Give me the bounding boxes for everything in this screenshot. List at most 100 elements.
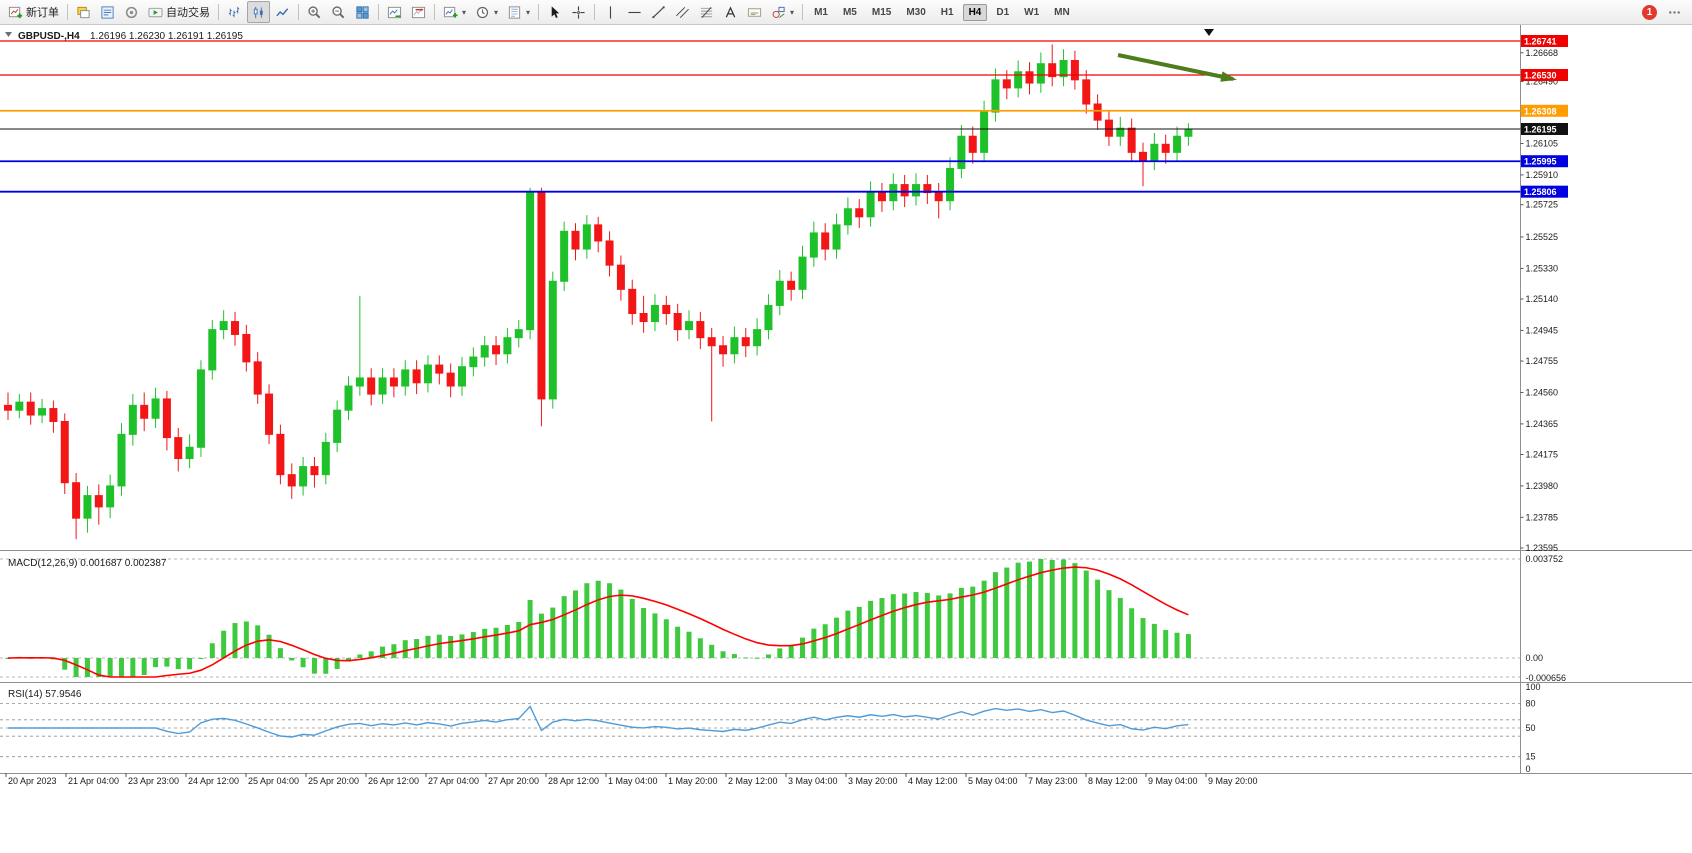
bar-chart-icon bbox=[227, 5, 242, 20]
timeframe-m5[interactable]: M5 bbox=[842, 6, 857, 18]
market-watch-button[interactable] bbox=[96, 1, 119, 23]
periods-button[interactable]: ▾ bbox=[471, 1, 502, 23]
zoom-out-button[interactable] bbox=[327, 1, 350, 23]
timeframe-m15[interactable]: M15 bbox=[871, 6, 892, 18]
toolbar-separator bbox=[218, 4, 219, 20]
more-icon bbox=[1667, 5, 1682, 20]
timeframe-m30[interactable]: M30 bbox=[906, 6, 926, 18]
toolbar-separator bbox=[298, 4, 299, 20]
horizontal-line-button[interactable] bbox=[623, 1, 646, 23]
price-tick-label: 1.24945 bbox=[1526, 325, 1559, 335]
shapes-icon bbox=[771, 5, 786, 20]
notification-badge[interactable]: 1 bbox=[1642, 4, 1657, 20]
tile-windows-button[interactable] bbox=[351, 1, 374, 23]
crosshair-icon bbox=[571, 5, 586, 20]
new-chart-button[interactable]: ▾ bbox=[439, 1, 470, 23]
new-order-button[interactable]: 新订单 bbox=[4, 1, 63, 23]
price-badge-1.26741: 1.26741 bbox=[1521, 35, 1568, 47]
rsi-axis-label: 100 bbox=[1526, 682, 1541, 692]
templates-button[interactable]: ▾ bbox=[503, 1, 534, 23]
time-axis-label: 3 May 20:00 bbox=[848, 776, 898, 786]
arrows-button[interactable]: ▾ bbox=[767, 1, 798, 23]
timeframe-h4[interactable]: H4 bbox=[962, 3, 988, 21]
price-tick-label: 1.25910 bbox=[1526, 170, 1559, 180]
line-chart-button[interactable] bbox=[271, 1, 294, 23]
horizontal-line-icon bbox=[627, 5, 642, 20]
time-axis-label: 21 Apr 04:00 bbox=[68, 776, 119, 786]
time-axis-label: 25 Apr 04:00 bbox=[248, 776, 299, 786]
price-tick-label: 1.23785 bbox=[1526, 512, 1559, 522]
chart-shift-button[interactable] bbox=[407, 1, 430, 23]
time-axis-label: 4 May 12:00 bbox=[908, 776, 958, 786]
svg-text:1.26195: 1.26195 bbox=[1524, 124, 1557, 134]
macd-panel bbox=[0, 558, 1521, 678]
zoom-in-icon bbox=[307, 5, 322, 20]
svg-text:1.25806: 1.25806 bbox=[1524, 187, 1557, 197]
price-tick-label: 1.25725 bbox=[1526, 200, 1559, 210]
new-order-icon bbox=[8, 5, 23, 20]
auto-scroll-button[interactable] bbox=[383, 1, 406, 23]
trend-arrow-annotation[interactable] bbox=[1117, 53, 1237, 82]
timeframe-h1[interactable]: H1 bbox=[940, 6, 954, 18]
text-label-button[interactable] bbox=[743, 1, 766, 23]
rsi-axis-label: 80 bbox=[1526, 698, 1536, 708]
timeframe-m1[interactable]: M1 bbox=[814, 6, 828, 18]
fibonacci-button[interactable] bbox=[695, 1, 718, 23]
trendline-icon bbox=[651, 5, 666, 20]
cursor-button[interactable] bbox=[543, 1, 566, 23]
autotrading-button[interactable]: 自动交易 bbox=[144, 1, 214, 23]
price-badge-1.25995: 1.25995 bbox=[1521, 155, 1568, 168]
price-badge-1.26195: 1.26195 bbox=[1521, 122, 1568, 135]
toolbar-groups: 新订单 自动交易 ▾ ▾ ▾ ▾ M1 M5 M15 M30 H1 H4 D1 W1 MN bbox=[4, 1, 1688, 23]
price-tick-label: 1.23595 bbox=[1526, 543, 1559, 553]
chart-ohlc-values: 1.26196 1.26230 1.26191 1.26195 bbox=[90, 31, 243, 42]
chart-symbol-label: GBPUSD-,H4 bbox=[18, 31, 80, 42]
rsi-label: RSI(14) 57.9546 bbox=[8, 689, 82, 700]
time-axis-label: 23 Apr 23:00 bbox=[128, 776, 179, 786]
crosshair-button[interactable] bbox=[567, 1, 590, 23]
price-tick-label: 1.26490 bbox=[1526, 76, 1559, 86]
price-tick-label: 1.25525 bbox=[1526, 232, 1559, 242]
charts-panel-button[interactable] bbox=[72, 1, 95, 23]
timeframe-d1[interactable]: D1 bbox=[996, 6, 1010, 18]
scroll-to-end-marker[interactable] bbox=[1204, 29, 1214, 36]
text-button[interactable] bbox=[719, 1, 742, 23]
svg-text:1.26741: 1.26741 bbox=[1524, 37, 1557, 47]
price-axis: 1.26668 1.26490 1.26105 1.25910 1.25725 1.255… bbox=[1520, 48, 1559, 553]
rsi-axis-label: 15 bbox=[1526, 752, 1536, 762]
macd-axis-zero: 0.00 bbox=[1526, 653, 1544, 663]
trendline-button[interactable] bbox=[647, 1, 670, 23]
label-icon bbox=[747, 5, 762, 20]
time-axis-label: 2 May 12:00 bbox=[728, 776, 778, 786]
line-chart-icon bbox=[275, 5, 290, 20]
macd-axis-max: 0.003752 bbox=[1526, 554, 1564, 564]
toolbar-separator bbox=[378, 4, 379, 20]
time-axis-label: 9 May 04:00 bbox=[1148, 776, 1198, 786]
svg-text:1.25995: 1.25995 bbox=[1524, 157, 1557, 167]
rsi-axis-label: 50 bbox=[1526, 723, 1536, 733]
one-click-trading-expander[interactable] bbox=[5, 32, 12, 37]
time-axis-label: 1 May 20:00 bbox=[668, 776, 718, 786]
timeframe-mn[interactable]: MN bbox=[1054, 6, 1070, 18]
time-axis-label: 24 Apr 12:00 bbox=[188, 776, 239, 786]
toolbar-overflow-button[interactable] bbox=[1663, 1, 1686, 23]
rsi-panel bbox=[0, 703, 1521, 758]
time-axis-label: 28 Apr 12:00 bbox=[548, 776, 599, 786]
main-toolbar: 新订单 自动交易 ▾ ▾ ▾ ▾ M1 M5 M15 M30 H1 H4 D1 W1 MN 1 bbox=[0, 0, 1692, 25]
market-watch-icon bbox=[100, 5, 115, 20]
equidistant-channel-button[interactable] bbox=[671, 1, 694, 23]
chevron-down-icon: ▾ bbox=[526, 7, 531, 17]
toolbar-right: 1 bbox=[1642, 0, 1686, 24]
bar-chart-button[interactable] bbox=[223, 1, 246, 23]
candlestick-chart-button[interactable] bbox=[247, 1, 270, 23]
headset-icon bbox=[124, 5, 139, 20]
price-badge-1.25806: 1.25806 bbox=[1521, 185, 1568, 198]
chart-background bbox=[0, 25, 1692, 815]
chart-canvas[interactable]: 1.26668 1.26490 1.26105 1.25910 1.25725 1.255… bbox=[0, 25, 1692, 815]
zoom-in-button[interactable] bbox=[303, 1, 326, 23]
vertical-line-button[interactable] bbox=[599, 1, 622, 23]
price-tick-label: 1.24755 bbox=[1526, 356, 1559, 366]
community-button[interactable] bbox=[120, 1, 143, 23]
chart-shift-icon bbox=[411, 5, 426, 20]
timeframe-w1[interactable]: W1 bbox=[1024, 6, 1040, 18]
